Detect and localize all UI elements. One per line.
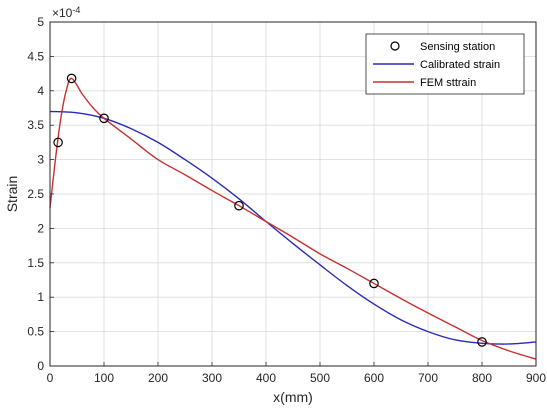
y-tick-label: 3.5 [27,118,44,132]
x-tick-label: 400 [256,371,276,385]
y-tick-label: 2 [37,221,44,235]
y-tick-label: 5 [37,15,44,29]
y-tick-label: 1 [37,290,44,304]
series-line-fem-sttrain [49,77,537,360]
x-tick-label: 900 [526,371,546,385]
x-tick-label: 100 [94,371,114,385]
x-tick-label: 600 [364,371,384,385]
y-tick-label: 4 [37,84,44,98]
x-tick-label: 200 [148,371,168,385]
y-ticks: 0 0.5 1 1.5 2 2.5 3 3.5 4 4.5 5 [27,15,54,373]
legend: Sensing station Calibrated strain FEM st… [365,33,525,95]
sensing-station-point [234,200,244,211]
series-lines [49,77,537,360]
y-tick-label: 4.5 [27,49,44,63]
y-exponent-base: ×10 [52,6,73,20]
x-tick-label: 800 [472,371,492,385]
legend-label-fem-strain: FEM sttrain [420,77,476,89]
y-tick-label: 1.5 [27,256,44,270]
y-exponent-label: ×10-4 [52,5,80,20]
sensing-station-point [99,113,109,124]
y-tick-label: 0.5 [27,325,44,339]
y-tick-label: 2.5 [27,187,44,201]
x-tick-label: 0 [47,371,54,385]
y-exponent-power: -4 [72,5,80,15]
y-axis-label: Strain [4,176,20,213]
sensing-station-point [369,278,379,289]
x-ticks: 0 100 200 300 400 500 600 700 800 900 [47,362,546,385]
x-tick-label: 500 [310,371,330,385]
legend-label-calibrated-strain: Calibrated strain [420,59,500,71]
sensing-station-point [66,73,77,84]
sensing-station-markers [53,73,487,347]
legend-marker-sensing-station [390,41,400,51]
series-line-calibrated-strain [49,110,537,345]
y-tick-label: 0 [37,359,44,373]
x-axis-label: x(mm) [273,389,313,405]
x-tick-label: 700 [418,371,438,385]
x-tick-label: 300 [202,371,222,385]
y-tick-label: 3 [37,153,44,167]
sensing-station-point [53,137,63,148]
sensing-station-point [477,337,487,347]
legend-label-sensing-station: Sensing station [420,41,495,53]
